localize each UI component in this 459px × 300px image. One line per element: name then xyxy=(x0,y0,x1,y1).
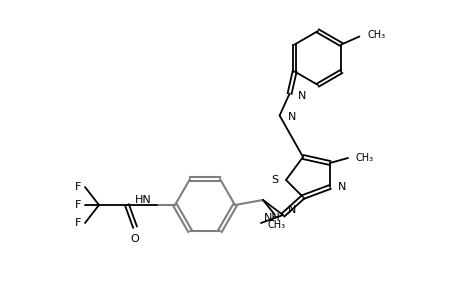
Text: CH₃: CH₃ xyxy=(355,153,373,163)
Text: HN: HN xyxy=(135,195,151,205)
Text: F: F xyxy=(74,218,81,228)
Text: N: N xyxy=(287,112,295,122)
Text: N: N xyxy=(297,91,305,100)
Text: NH: NH xyxy=(263,213,280,223)
Text: O: O xyxy=(130,234,139,244)
Text: S: S xyxy=(270,175,277,185)
Text: F: F xyxy=(74,182,81,192)
Text: N: N xyxy=(337,182,346,192)
Text: N: N xyxy=(287,205,296,215)
Text: F: F xyxy=(74,200,81,210)
Text: CH₃: CH₃ xyxy=(367,29,385,40)
Text: CH₃: CH₃ xyxy=(267,220,285,230)
